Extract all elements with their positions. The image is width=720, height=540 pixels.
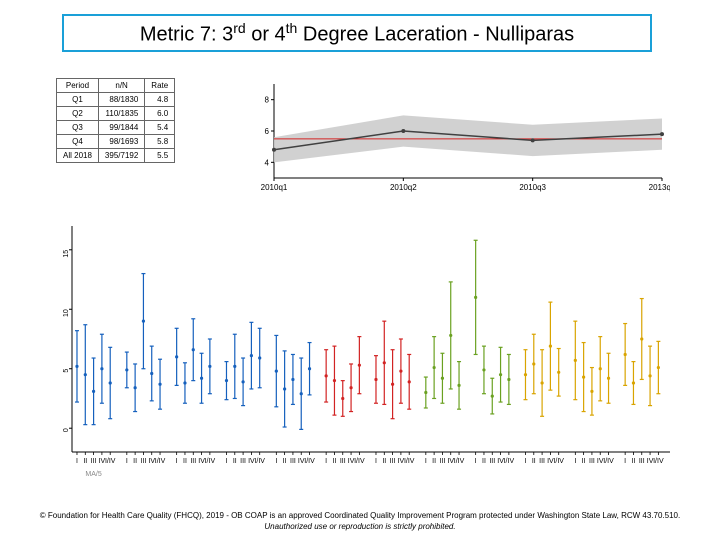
svg-text:I: I xyxy=(76,458,78,465)
svg-text:2010q2: 2010q2 xyxy=(390,183,417,192)
errorbar-chart: 051015IIIIIIIVI/IVMA/5IIIIIIIVI/IVIIIIII… xyxy=(42,222,678,492)
svg-text:I/IV: I/IV xyxy=(354,458,365,465)
svg-text:III: III xyxy=(91,458,97,465)
svg-text:III: III xyxy=(589,458,595,465)
svg-text:III: III xyxy=(240,458,246,465)
svg-text:MA/5: MA/5 xyxy=(85,471,101,478)
title-mid: or 4 xyxy=(246,23,286,45)
svg-text:II: II xyxy=(83,458,87,465)
table-cell: 395/7192 xyxy=(98,149,144,163)
svg-text:III: III xyxy=(141,458,147,465)
svg-text:I/IV: I/IV xyxy=(603,458,614,465)
svg-text:4: 4 xyxy=(265,158,270,167)
svg-text:III: III xyxy=(390,458,396,465)
svg-text:0: 0 xyxy=(63,428,70,432)
svg-text:III: III xyxy=(190,458,196,465)
svg-text:2010q1: 2010q1 xyxy=(261,183,288,192)
table-row: Q399/18445.4 xyxy=(57,121,175,135)
table-cell: Q3 xyxy=(57,121,99,135)
footer-line1: © Foundation for Health Care Quality (FH… xyxy=(0,511,720,521)
svg-text:I: I xyxy=(425,458,427,465)
svg-text:I: I xyxy=(176,458,178,465)
table-cell: 5.4 xyxy=(145,121,175,135)
svg-text:2013q4: 2013q4 xyxy=(649,183,670,192)
svg-text:I: I xyxy=(226,458,228,465)
svg-text:II: II xyxy=(183,458,187,465)
svg-text:I: I xyxy=(275,458,277,465)
table-cell: 6.0 xyxy=(145,107,175,121)
svg-text:II: II xyxy=(133,458,137,465)
svg-text:II: II xyxy=(482,458,486,465)
table-cell: 5.5 xyxy=(145,149,175,163)
svg-text:I/IV: I/IV xyxy=(504,458,515,465)
table-cell: All 2018 xyxy=(57,149,99,163)
svg-text:I/IV: I/IV xyxy=(653,458,664,465)
svg-text:I/IV: I/IV xyxy=(454,458,465,465)
svg-text:III: III xyxy=(639,458,645,465)
svg-text:I: I xyxy=(126,458,128,465)
table-body: Q188/18304.8Q2110/18356.0Q399/18445.4Q49… xyxy=(57,93,175,163)
svg-text:II: II xyxy=(382,458,386,465)
svg-text:III: III xyxy=(539,458,545,465)
svg-text:III: III xyxy=(489,458,495,465)
svg-text:2010q3: 2010q3 xyxy=(519,183,546,192)
svg-text:II: II xyxy=(532,458,536,465)
svg-text:I/IV: I/IV xyxy=(254,458,265,465)
trend-chart: 4 6 8 2010q1 2010q2 2010q3 2013q4 xyxy=(250,78,670,200)
table-cell: 4.8 xyxy=(145,93,175,107)
svg-text:I/IV: I/IV xyxy=(205,458,216,465)
table-cell: 99/1844 xyxy=(98,121,144,135)
table-cell: Q2 xyxy=(57,107,99,121)
title-sup1: rd xyxy=(233,20,245,36)
table-cell: 88/1830 xyxy=(98,93,144,107)
svg-text:II: II xyxy=(632,458,636,465)
col-nN: n/N xyxy=(98,79,144,93)
table-row: Q498/16935.8 xyxy=(57,135,175,149)
col-rate: Rate xyxy=(145,79,175,93)
svg-text:I: I xyxy=(475,458,477,465)
svg-text:I: I xyxy=(574,458,576,465)
table-cell: 5.8 xyxy=(145,135,175,149)
svg-text:I/IV: I/IV xyxy=(155,458,166,465)
svg-text:I: I xyxy=(525,458,527,465)
svg-text:II: II xyxy=(233,458,237,465)
errorbar-chart-svg: 051015IIIIIIIVI/IVMA/5IIIIIIIVI/IVIIIIII… xyxy=(42,222,678,492)
svg-text:I/IV: I/IV xyxy=(404,458,415,465)
svg-text:I/IV: I/IV xyxy=(105,458,116,465)
title-sup2: th xyxy=(286,20,298,36)
table-row: All 2018395/71925.5 xyxy=(57,149,175,163)
table-cell: 98/1693 xyxy=(98,135,144,149)
table-header-row: Period n/N Rate xyxy=(57,79,175,93)
svg-text:I/IV: I/IV xyxy=(553,458,564,465)
summary-table: Period n/N Rate Q188/18304.8Q2110/18356.… xyxy=(56,78,175,163)
title-post: Degree Laceration - Nulliparas xyxy=(297,23,574,45)
col-period: Period xyxy=(57,79,99,93)
svg-text:II: II xyxy=(333,458,337,465)
svg-text:II: II xyxy=(432,458,436,465)
svg-text:8: 8 xyxy=(265,96,270,105)
table-cell: 110/1835 xyxy=(98,107,144,121)
svg-text:II: II xyxy=(582,458,586,465)
svg-text:II: II xyxy=(283,458,287,465)
svg-text:I: I xyxy=(624,458,626,465)
svg-text:III: III xyxy=(290,458,296,465)
svg-text:I: I xyxy=(325,458,327,465)
svg-text:I/IV: I/IV xyxy=(304,458,315,465)
svg-text:6: 6 xyxy=(265,127,270,136)
table-cell: Q1 xyxy=(57,93,99,107)
svg-text:I: I xyxy=(375,458,377,465)
table-row: Q188/18304.8 xyxy=(57,93,175,107)
svg-text:III: III xyxy=(440,458,446,465)
title-pre: Metric 7: 3 xyxy=(140,23,233,45)
svg-text:III: III xyxy=(340,458,346,465)
footer-line2: Unauthorized use or reproduction is stri… xyxy=(0,522,720,532)
page-title: Metric 7: 3rd or 4th Degree Laceration -… xyxy=(62,14,652,52)
table-row: Q2110/18356.0 xyxy=(57,107,175,121)
footer: © Foundation for Health Care Quality (FH… xyxy=(0,511,720,532)
svg-text:15: 15 xyxy=(63,250,70,258)
table-cell: Q4 xyxy=(57,135,99,149)
trend-chart-svg: 4 6 8 2010q1 2010q2 2010q3 2013q4 xyxy=(250,78,670,200)
svg-text:5: 5 xyxy=(63,369,70,373)
svg-text:10: 10 xyxy=(63,309,70,317)
